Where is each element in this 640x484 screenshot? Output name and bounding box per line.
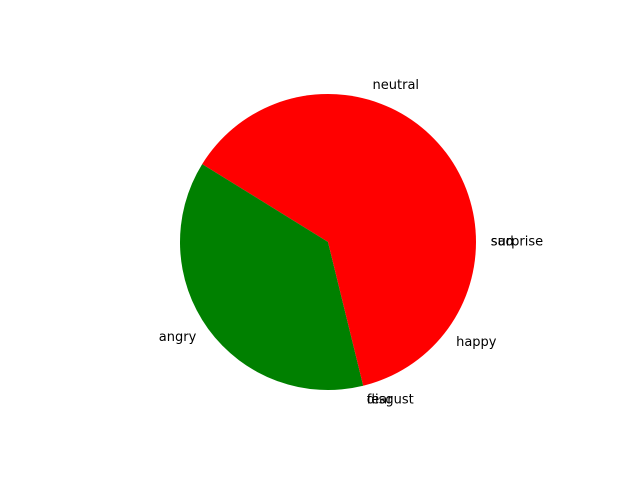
pie-slices: [180, 93, 477, 390]
pie-label-surprise: surprise: [491, 235, 543, 250]
pie-label-angry: angry: [159, 330, 197, 345]
pie-slice-angry: [180, 164, 364, 390]
pie-label-sad: sad: [491, 235, 514, 250]
pie-slice-neutral: [202, 93, 477, 242]
pie-label-neutral: neutral: [373, 78, 420, 93]
pie-slice-happy: [328, 242, 476, 386]
pie-label-happy: happy: [456, 335, 497, 350]
pie-label-fear: fear: [367, 393, 394, 408]
pie-label-disgust: disgust: [367, 393, 414, 408]
